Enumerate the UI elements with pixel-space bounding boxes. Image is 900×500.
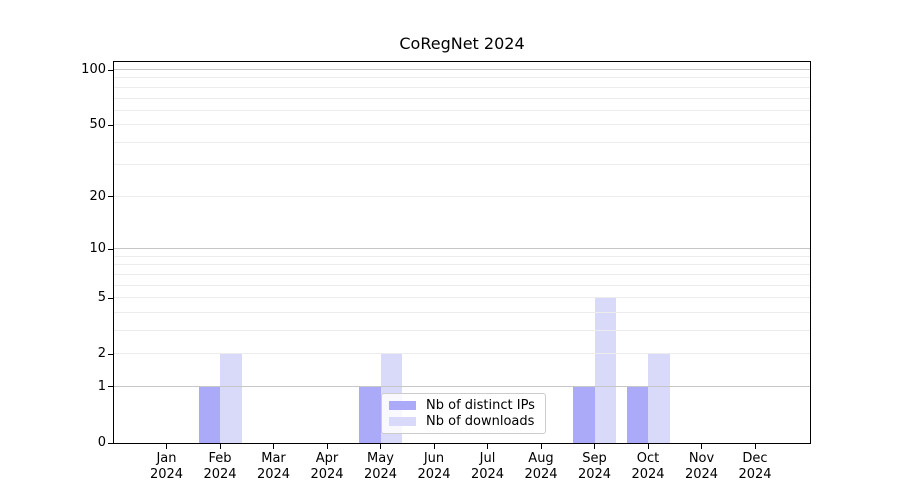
- x-tick-label: Mar 2024: [256, 451, 291, 482]
- gridline-minor: [114, 164, 810, 166]
- x-tick-label: Dec 2024: [738, 451, 772, 482]
- bar-downloads: [220, 354, 242, 443]
- legend-swatch-distinct-ips: [389, 400, 416, 410]
- y-tick-label: 10: [89, 241, 106, 257]
- x-tick-label: Oct 2024: [631, 451, 665, 482]
- x-tick: [647, 444, 649, 449]
- y-tick: [108, 196, 113, 198]
- y-tick-label: 1: [97, 378, 106, 394]
- x-tick: [594, 444, 595, 449]
- gridline-minor: [114, 297, 810, 299]
- x-tick: [273, 444, 274, 449]
- x-tick-label: Jul 2024: [470, 451, 505, 482]
- gridline-minor: [114, 284, 810, 286]
- bar-distinct-ips: [626, 386, 648, 443]
- legend-label-downloads: Nb of downloads: [426, 414, 535, 430]
- gridline-minor: [114, 264, 810, 266]
- bar-downloads: [648, 354, 670, 443]
- x-tick-label: Aug 2024: [524, 451, 558, 482]
- y-tick: [108, 248, 113, 250]
- gridline-minor: [114, 195, 810, 197]
- x-tick-label: Jan 2024: [149, 451, 184, 482]
- x-tick-label: May 2024: [363, 451, 398, 482]
- y-tick-label: 100: [81, 62, 106, 77]
- gridline-major: [114, 69, 810, 70]
- legend: Nb of distinct IPs Nb of downloads: [381, 393, 546, 434]
- legend-label-distinct-ips: Nb of distinct IPs: [426, 397, 535, 413]
- y-tick-label: 0: [97, 435, 106, 450]
- bar-distinct-ips: [359, 386, 381, 443]
- gridline-minor: [114, 141, 810, 143]
- gridline-minor: [114, 124, 810, 126]
- x-tick-label: Apr 2024: [310, 451, 344, 482]
- gridline-minor: [114, 329, 810, 331]
- legend-item-downloads: Nb of downloads: [389, 414, 538, 429]
- y-tick: [108, 353, 113, 355]
- legend-swatch-downloads: [389, 417, 416, 427]
- x-tick-label: Jun 2024: [417, 451, 451, 482]
- y-tick-label: 2: [97, 346, 106, 362]
- gridline-minor: [114, 109, 810, 111]
- gridline-minor: [114, 273, 810, 275]
- gridline-minor: [114, 255, 810, 257]
- bar-distinct-ips: [573, 386, 595, 443]
- x-tick: [487, 444, 488, 449]
- gridline-minor: [114, 311, 810, 313]
- x-tick: [380, 444, 381, 449]
- gridline-minor: [114, 86, 810, 88]
- gridline-major: [114, 248, 810, 250]
- y-tick: [108, 386, 113, 388]
- plot-area: [114, 62, 810, 443]
- y-tick: [108, 124, 113, 126]
- gridline-minor: [114, 77, 810, 79]
- x-tick: [166, 444, 167, 449]
- bar-downloads: [594, 298, 616, 443]
- y-tick: [108, 69, 113, 71]
- x-tick-label: Sep 2024: [577, 451, 612, 482]
- y-tick-label: 50: [89, 117, 106, 133]
- y-tick-label: 20: [89, 188, 106, 204]
- x-tick: [701, 444, 702, 449]
- gridline-minor: [114, 97, 810, 99]
- x-tick: [754, 444, 756, 449]
- x-tick-label: Nov 2024: [684, 451, 719, 482]
- gridline-minor: [114, 353, 810, 355]
- y-tick: [108, 442, 113, 444]
- bar-distinct-ips: [198, 386, 220, 443]
- y-tick: [108, 297, 113, 299]
- x-tick-label: Feb 2024: [203, 451, 237, 482]
- gridline-major: [114, 385, 810, 387]
- x-tick: [540, 444, 542, 449]
- x-tick: [326, 444, 328, 449]
- x-tick: [433, 444, 435, 449]
- x-tick: [219, 444, 221, 449]
- legend-item-distinct-ips: Nb of distinct IPs: [389, 398, 538, 413]
- y-tick-label: 5: [97, 290, 106, 306]
- chart-title: CoRegNet 2024: [399, 34, 525, 53]
